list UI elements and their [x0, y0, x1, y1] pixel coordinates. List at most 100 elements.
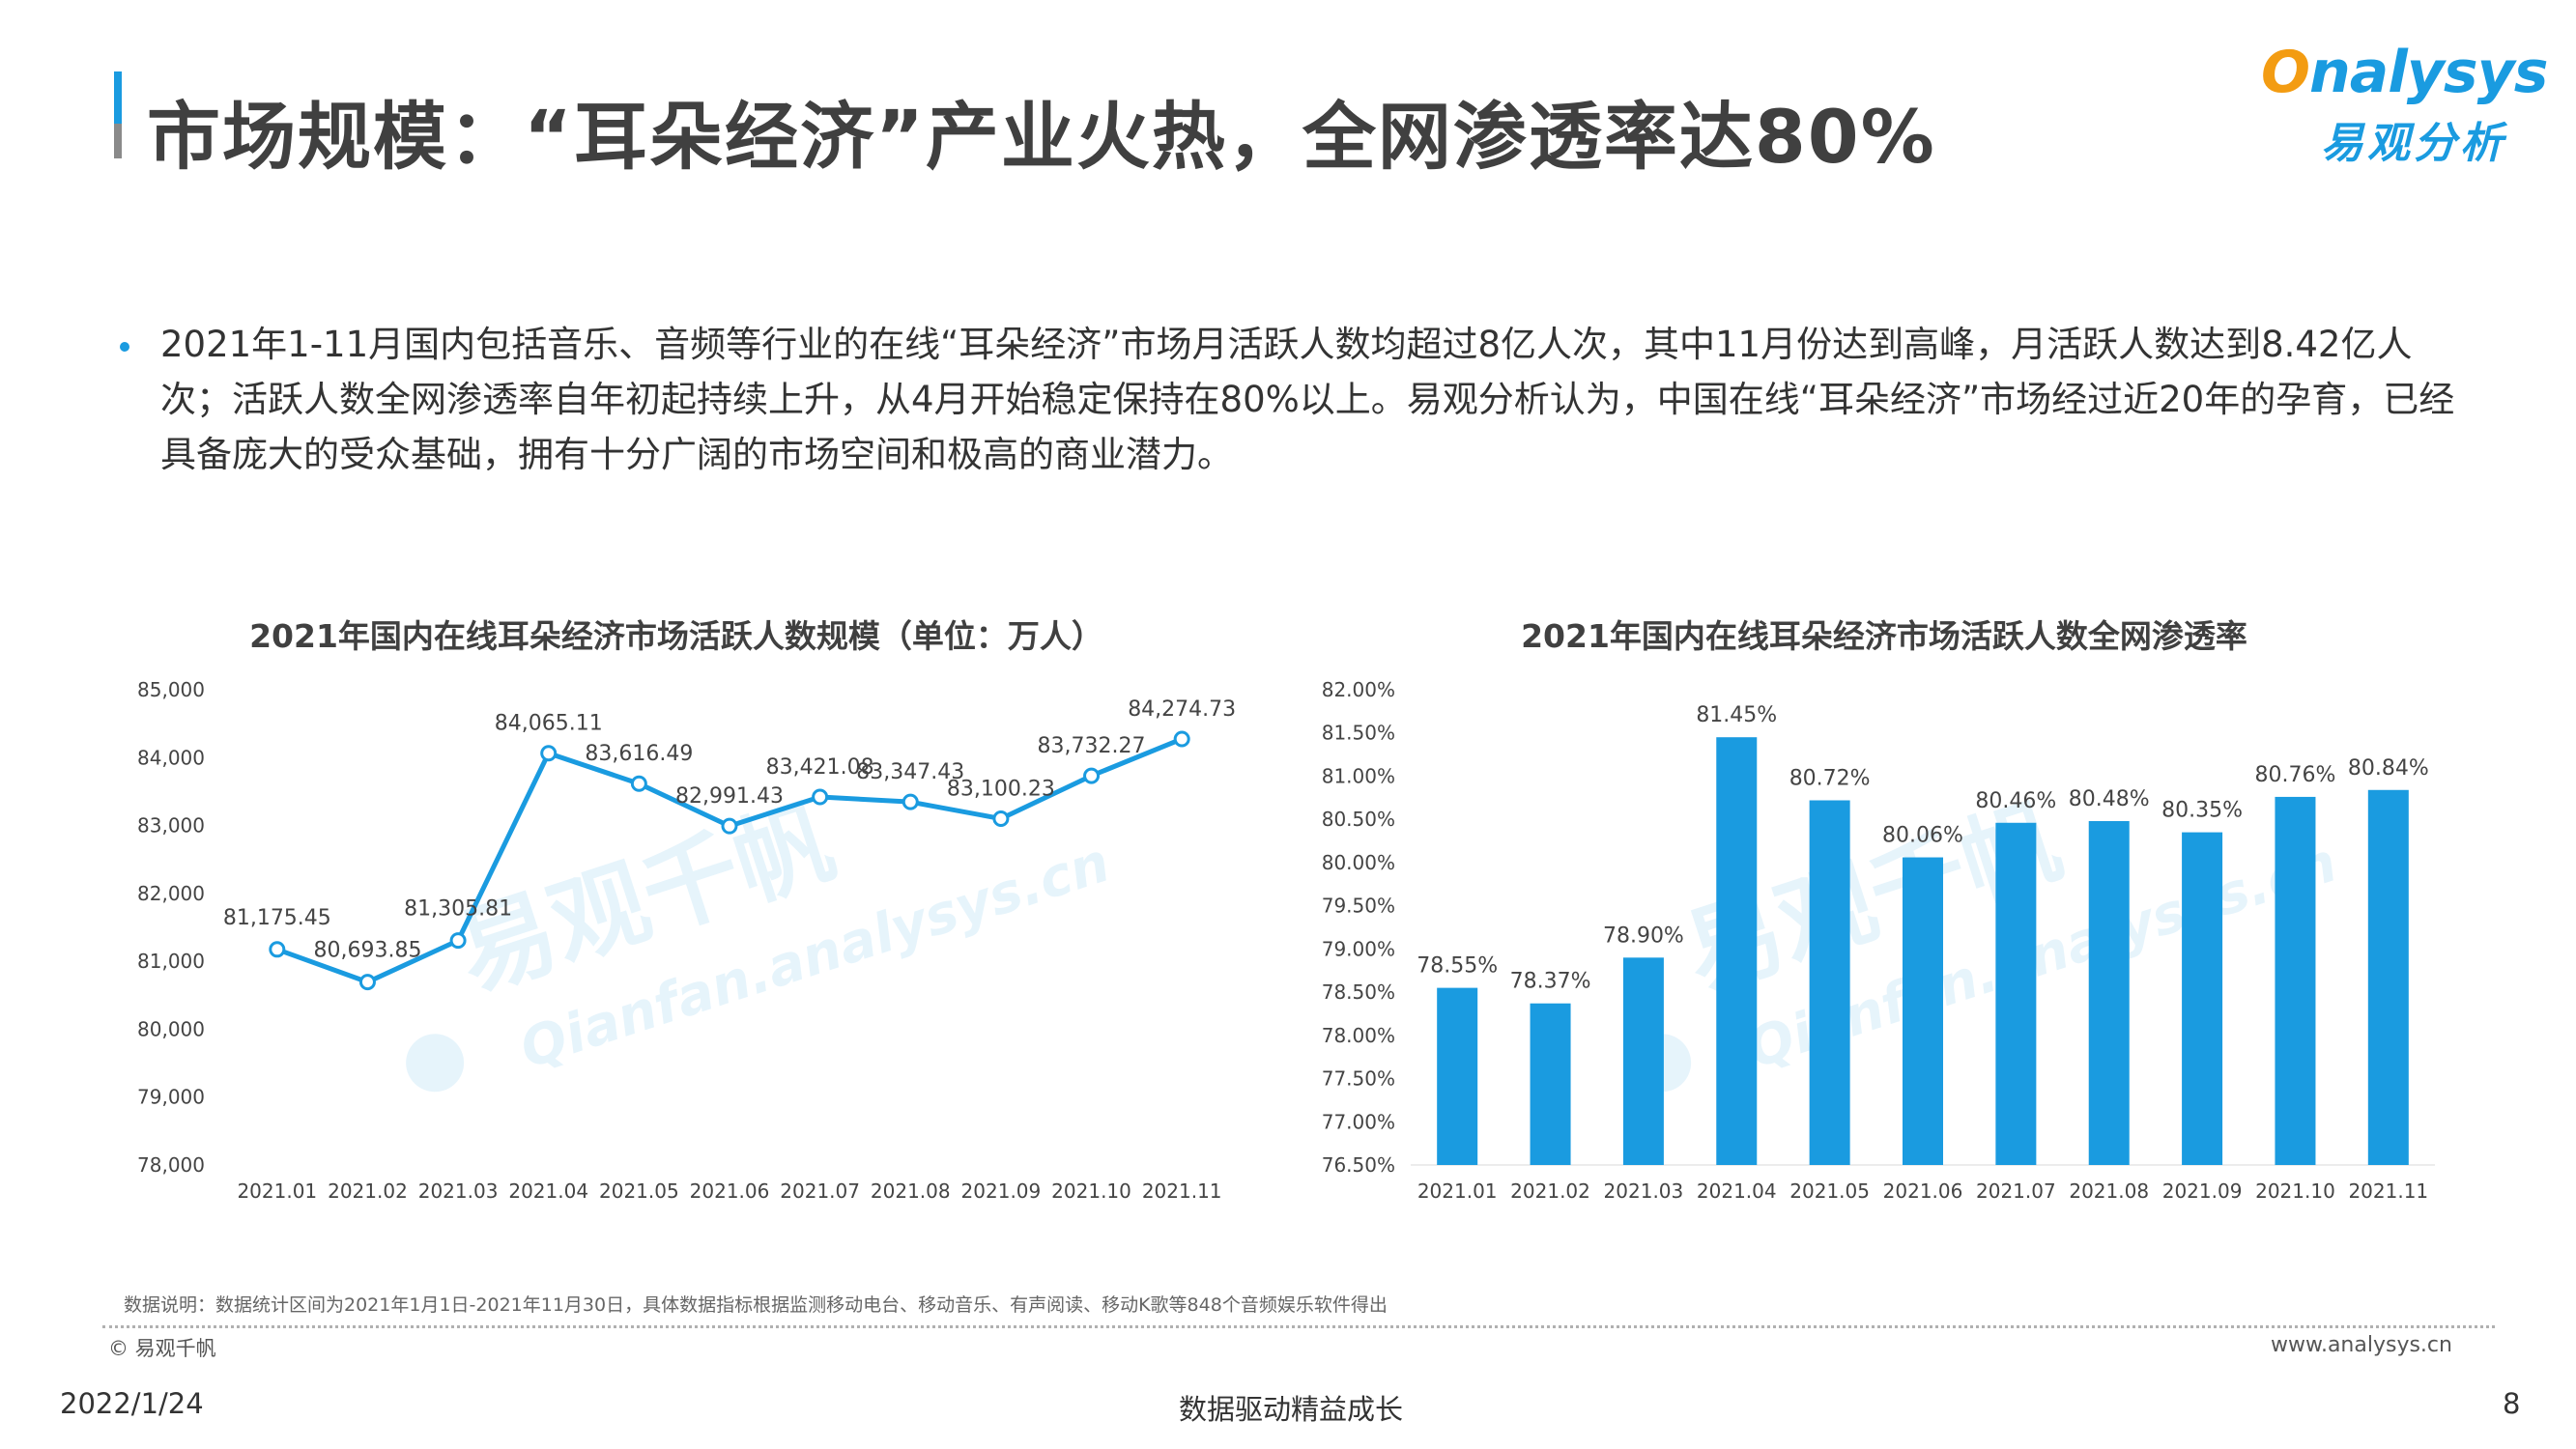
data-point: [812, 788, 829, 806]
data-point: [1173, 730, 1190, 748]
data-note: 数据说明：数据统计区间为2021年1月1日-2021年11月30日，具体数据指标…: [124, 1294, 1388, 1316]
x-tick-label: 2021.06: [690, 1179, 770, 1203]
data-label: 83,616.49: [585, 742, 693, 766]
bar: [1995, 822, 2037, 1165]
data-label: 81,175.45: [223, 906, 331, 930]
data-point: [992, 810, 1010, 828]
footer-divider: [102, 1325, 2495, 1328]
date: 2022/1/24: [60, 1387, 204, 1420]
data-label: 83,347.43: [856, 760, 964, 784]
x-tick-label: 2021.05: [599, 1179, 679, 1203]
data-point: [630, 775, 647, 792]
y-tick-label: 81.00%: [1322, 764, 1395, 787]
x-tick-label: 2021.02: [1510, 1179, 1590, 1203]
logo-en-text: nalysys: [2309, 39, 2548, 106]
bar: [2275, 796, 2316, 1165]
y-tick-label: 82,000: [137, 882, 205, 905]
x-tick-label: 2021.07: [780, 1179, 860, 1203]
x-tick-label: 2021.03: [418, 1179, 499, 1203]
bullet-dot-icon: [120, 342, 129, 352]
bar: [2182, 832, 2223, 1165]
website-link[interactable]: www.analysys.cn: [2271, 1333, 2452, 1357]
data-label: 80.46%: [1975, 789, 2056, 813]
data-label: 78.37%: [1510, 970, 1591, 994]
page-number: 8: [2503, 1387, 2521, 1420]
data-label: 80.35%: [2161, 799, 2243, 823]
y-tick-label: 79.00%: [1322, 937, 1395, 960]
y-tick-label: 81,000: [137, 950, 205, 973]
series-line: [275, 736, 1184, 985]
data-label: 78.90%: [1603, 923, 1684, 948]
summary-bullet: 2021年1-11月国内包括音乐、音频等行业的在线“耳朵经济”市场月活跃人数均超…: [120, 317, 2477, 482]
bar: [1437, 987, 1478, 1165]
copyright: © 易观千帆: [108, 1337, 216, 1360]
x-tick-label: 2021.07: [1976, 1179, 2056, 1203]
x-tick-label: 2021.04: [1697, 1179, 1777, 1203]
data-label: 80,693.85: [313, 939, 421, 963]
x-tick-label: 2021.04: [508, 1179, 588, 1203]
watermark-cn: 易观千帆: [444, 785, 847, 1012]
data-point: [902, 793, 919, 810]
data-label: 81.45%: [1696, 703, 1777, 727]
bar-chart-title: 2021年国内在线耳朵经济市场活跃人数全网渗透率: [1521, 617, 2247, 655]
summary-text: 2021年1-11月国内包括音乐、音频等行业的在线“耳朵经济”市场月活跃人数均超…: [160, 324, 2455, 475]
data-label: 80.76%: [2255, 763, 2336, 787]
y-tick-label: 81.50%: [1322, 722, 1395, 745]
x-tick-label: 2021.10: [2255, 1179, 2335, 1203]
x-tick-label: 2021.11: [2348, 1179, 2428, 1203]
line-chart-title: 2021年国内在线耳朵经济市场活跃人数规模（单位：万人）: [249, 617, 1103, 655]
x-tick-label: 2021.09: [961, 1179, 1042, 1203]
data-point: [449, 932, 467, 950]
data-point: [269, 941, 286, 958]
data-label: 84,065.11: [495, 712, 603, 736]
data-label: 83,421.08: [766, 755, 874, 780]
bar: [1809, 800, 1850, 1165]
y-tick-label: 82.00%: [1322, 678, 1395, 701]
bar: [1903, 857, 1943, 1165]
data-label: 82,991.43: [675, 784, 784, 809]
page-title: 市场规模：“耳朵经济”产业火热，全网渗透率达80%: [147, 94, 1936, 180]
watermark-logo-icon: [406, 1034, 465, 1093]
data-point: [1083, 767, 1101, 784]
data-point: [540, 745, 558, 762]
x-tick-label: 2021.01: [1417, 1179, 1498, 1203]
x-tick-label: 2021.10: [1051, 1179, 1131, 1203]
y-tick-label: 85,000: [137, 678, 205, 701]
data-point: [721, 817, 738, 835]
bar: [2088, 820, 2130, 1165]
analysys-logo: Onalysys 易观分析: [2261, 39, 2548, 168]
data-label: 83,100.23: [947, 778, 1055, 802]
data-label: 83,732.27: [1038, 734, 1146, 758]
x-tick-label: 2021.03: [1604, 1179, 1684, 1203]
logo-o-icon: O: [2261, 39, 2310, 106]
x-tick-label: 2021.08: [2069, 1179, 2149, 1203]
y-tick-label: 77.50%: [1322, 1067, 1395, 1091]
y-tick-label: 78,000: [137, 1153, 205, 1177]
data-label: 80.84%: [2348, 756, 2429, 781]
x-tick-label: 2021.08: [871, 1179, 951, 1203]
y-tick-label: 80.50%: [1322, 808, 1395, 831]
data-label: 80.72%: [1789, 767, 1871, 791]
x-tick-label: 2021.01: [237, 1179, 317, 1203]
watermark-cn: 易观千帆: [1672, 785, 2075, 1012]
y-tick-label: 78.00%: [1322, 1024, 1395, 1047]
x-tick-label: 2021.09: [2162, 1179, 2243, 1203]
bar: [2367, 789, 2409, 1165]
watermark-en: Qianfan.analysys.cn: [513, 832, 1117, 1081]
x-tick-label: 2021.02: [328, 1179, 408, 1203]
y-tick-label: 77.00%: [1322, 1110, 1395, 1133]
slogan: 数据驱动精益成长: [1179, 1393, 1404, 1426]
y-tick-label: 84,000: [137, 746, 205, 769]
data-point: [358, 974, 376, 991]
x-tick-label: 2021.05: [1789, 1179, 1870, 1203]
logo-cn-text: 易观分析: [2321, 119, 2506, 168]
y-tick-label: 80,000: [137, 1017, 205, 1040]
y-tick-label: 79.50%: [1322, 895, 1395, 918]
y-tick-label: 80.00%: [1322, 851, 1395, 874]
bar: [1716, 737, 1758, 1165]
watermark-logo-icon: [1633, 1034, 1692, 1093]
